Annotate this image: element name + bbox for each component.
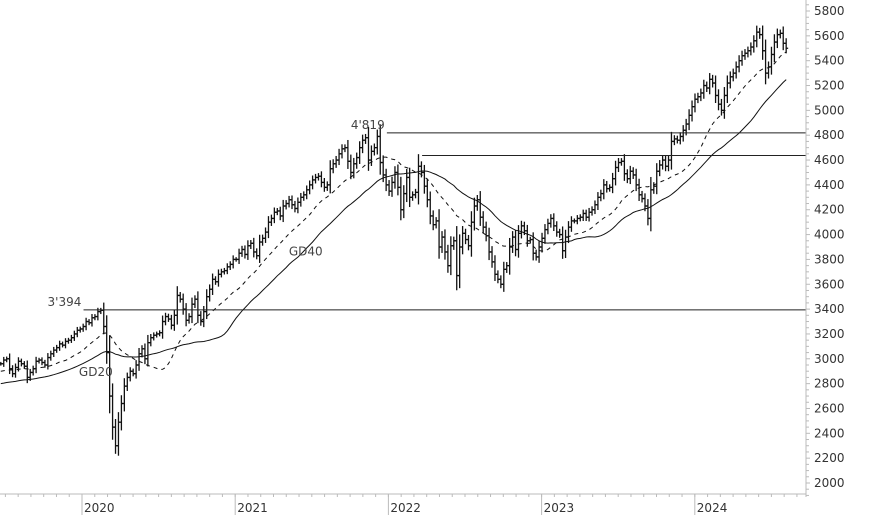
gd20-label: GD20 (79, 365, 113, 379)
y-tick-label: 2600 (814, 401, 845, 415)
y-tick-label: 5400 (814, 54, 845, 68)
x-tick-label: 2020 (84, 501, 115, 515)
y-tick-label: 2800 (814, 377, 845, 391)
plot-area (0, 25, 806, 456)
y-tick-label: 4600 (814, 153, 845, 167)
y-tick-label: 3200 (814, 327, 845, 341)
y-axis: 2000 2200 2400 2600 2800 3000 3200 3400 3600 3800… (805, 0, 845, 497)
x-axis: 2020 2021 2022 2023 2024 (0, 493, 806, 515)
y-tick-label: 4200 (814, 203, 845, 217)
y-tick-label: 2200 (814, 451, 845, 465)
y-tick-label: 3000 (814, 352, 845, 366)
gd20-line (0, 51, 787, 372)
annotations: 3'394 4'819 GD20 GD40 (48, 118, 385, 379)
y-tick-label: 2000 (814, 476, 845, 490)
y-tick-label: 2400 (814, 426, 845, 440)
x-tick-label: 2023 (544, 501, 575, 515)
level-label: 3'394 (48, 295, 82, 309)
x-tick-label: 2021 (237, 501, 268, 515)
x-tick-label: 2022 (390, 501, 421, 515)
y-tick-label: 5200 (814, 79, 845, 93)
y-tick-label: 5000 (814, 103, 845, 117)
y-tick-label: 4400 (814, 178, 845, 192)
x-tick-label: 2024 (697, 501, 728, 515)
y-tick-label: 5600 (814, 29, 845, 43)
y-tick-label: 4000 (814, 228, 845, 242)
gd40-label: GD40 (289, 245, 323, 259)
y-tick-label: 4800 (814, 128, 845, 142)
y-tick-label: 3400 (814, 302, 845, 316)
y-tick-label: 3800 (814, 252, 845, 266)
level-label: 4'819 (351, 118, 385, 132)
y-tick-label: 5800 (814, 4, 845, 18)
gd40-line (0, 79, 787, 385)
y-tick-label: 3600 (814, 277, 845, 291)
